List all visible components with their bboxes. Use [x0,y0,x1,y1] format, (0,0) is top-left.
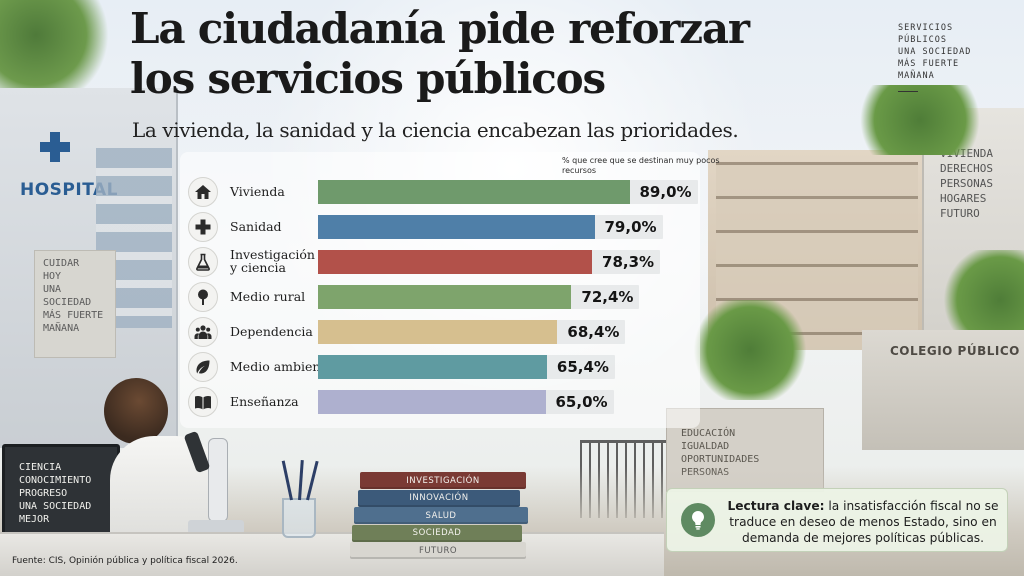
bar-value-label: 79,0% [604,218,657,236]
bar-track [318,215,663,239]
bar-track [318,180,698,204]
bar-value-label: 68,4% [567,323,620,341]
bar [318,215,595,239]
microscope-icon [183,430,246,534]
hospital-sign: HOSPITAL [20,180,118,200]
school-sign: COLEGIO PÚBLICO [890,344,1020,358]
tree [0,0,120,90]
bar [318,250,593,274]
bar-value-label: 78,3% [602,253,655,271]
side-tagline-rule [898,91,918,92]
tree-icon [188,282,218,312]
book-stack: INVESTIGACIÓN INNOVACIÓN SALUD SOCIEDAD FUTU… [350,472,534,560]
side-tagline-line: UNA SOCIEDAD [898,47,972,57]
callout-body: la insatisfacción fiscal no se traduce e… [729,499,999,545]
category-label: Enseñanza [230,394,299,409]
bar-value-label: 65,4% [556,358,609,376]
side-tagline-line: PÚBLICOS [898,35,947,45]
hospital-cross-icon [40,132,70,162]
scientist-head [104,378,168,444]
bar-value-label: 72,4% [581,288,634,306]
category-label: Sanidad [230,219,282,234]
side-tagline-line: SERVICIOS [898,23,954,33]
callout-bold-label: Lectura clave: [727,499,825,513]
hospital-wall: CUIDAR HOY UNA SOCIEDAD MÁS FUERTE MAÑAN… [34,250,116,358]
page-title: La ciudadanía pide reforzar los servicio… [130,4,750,104]
people-icon [188,317,218,347]
bar [318,320,558,344]
key-reading-callout: Lectura clave: la insatisfacción fiscal … [666,488,1008,552]
desk [0,532,664,576]
bar-value-label: 65,0% [555,393,608,411]
tree [845,85,995,155]
bar-track [318,320,626,344]
category-label: Medio rural [230,289,306,304]
bar [318,390,546,414]
title-line-2: los servicios públicos [130,54,606,103]
school-building [862,330,1024,450]
house-icon [188,177,218,207]
book-icon [188,387,218,417]
apartment-building [708,150,926,350]
side-tagline-line: MÁS FUERTE [898,59,960,69]
title-line-1: La ciudadanía pide reforzar [130,4,750,53]
chart-unit-label: % que cree que se destinan muy pocos rec… [562,156,720,175]
category-label: Investigación y ciencia [230,247,315,275]
callout-text: Lectura clave: la insatisfacción fiscal … [725,498,1001,546]
book-spine: INVESTIGACIÓN [360,472,526,489]
category-label: Dependencia [230,324,313,339]
page-subtitle: La vivienda, la sanidad y la ciencia enc… [132,118,739,142]
bar [318,355,547,379]
side-tagline: SERVICIOS PÚBLICOS UNA SOCIEDAD MÁS FUER… [898,22,971,92]
bar-chart: % que cree que se destinan muy pocos rec… [180,152,720,428]
bar [318,285,572,309]
chalkboard-text: CIENCIA CONOCIMIENTO PROGRESO UNA SOCIED… [19,462,92,525]
bar-track [318,355,615,379]
book-spine: SOCIEDAD [352,524,522,542]
pencil-cup [281,459,319,538]
book-spine: INNOVACIÓN [358,489,520,507]
tower-wall-text: VIVIENDA DERECHOS PERSONAS HOGARES FUTUR… [940,147,993,220]
book-spine: FUTURO [350,542,526,559]
tree [690,300,810,400]
bar-track [318,390,614,414]
category-label: Vivienda [230,184,285,199]
flask-icon [188,247,218,277]
bar-track [318,285,640,309]
leaf-icon [188,352,218,382]
lightbulb-icon [681,503,715,537]
side-tagline-line: MAÑANA [898,71,935,81]
source-note: Fuente: CIS, Opinión pública y política … [12,556,238,566]
bar-value-label: 89,0% [639,183,692,201]
bar [318,180,630,204]
category-label: Medio ambiente [230,359,333,374]
medical-cross-icon [188,212,218,242]
hospital-wall-text: CUIDAR HOY UNA SOCIEDAD MÁS FUERTE MAÑAN… [43,258,104,334]
book-spine: SALUD [354,507,528,524]
bar-track [318,250,661,274]
